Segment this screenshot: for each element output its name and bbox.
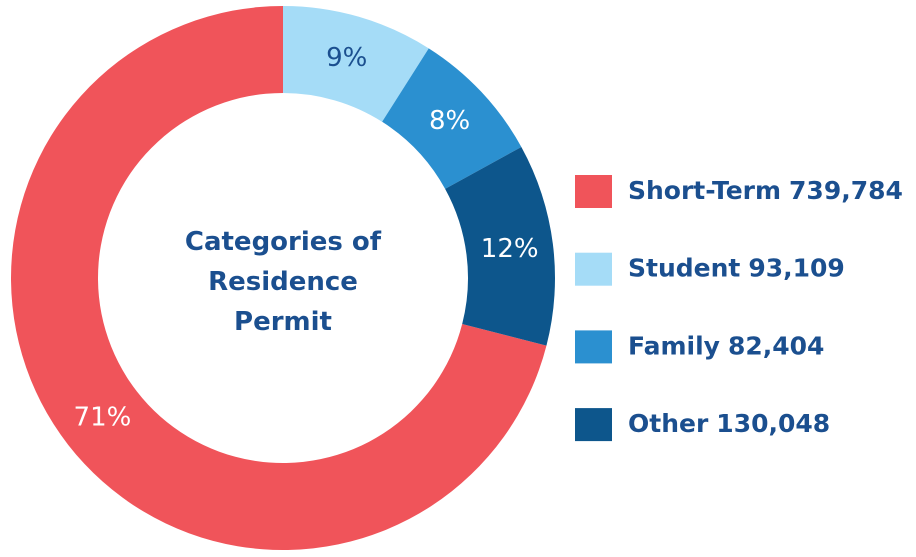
legend-name: Short-Term: [628, 176, 781, 205]
legend-label: Other 130,048: [628, 409, 830, 438]
legend-name: Student: [628, 254, 740, 283]
legend-swatch: [575, 330, 612, 364]
legend-swatch: [575, 408, 612, 442]
legend-count: 130,048: [716, 409, 830, 438]
slice: [10, 6, 547, 550]
slice-label: 12%: [481, 234, 539, 264]
legend-count: 82,404: [728, 331, 824, 360]
legend-swatch: [575, 252, 612, 286]
slice: [382, 48, 522, 189]
legend-label: Short-Term 739,784: [628, 176, 903, 205]
slice-label: 9%: [326, 43, 367, 73]
slice: [283, 6, 429, 122]
chart-title: Categories of Residence Permit: [184, 227, 382, 337]
legend-count: 739,784: [789, 176, 903, 205]
legend-swatch: [575, 175, 612, 208]
slice-label: 8%: [429, 106, 470, 136]
legend-name: Other: [628, 409, 709, 438]
slice: [445, 146, 555, 346]
legend-label: Family 82,404: [628, 331, 824, 360]
legend-count: 93,109: [748, 254, 844, 283]
legend-name: Family: [628, 331, 720, 360]
slice-label: 71%: [74, 403, 132, 433]
legend-label: Student 93,109: [628, 254, 845, 283]
